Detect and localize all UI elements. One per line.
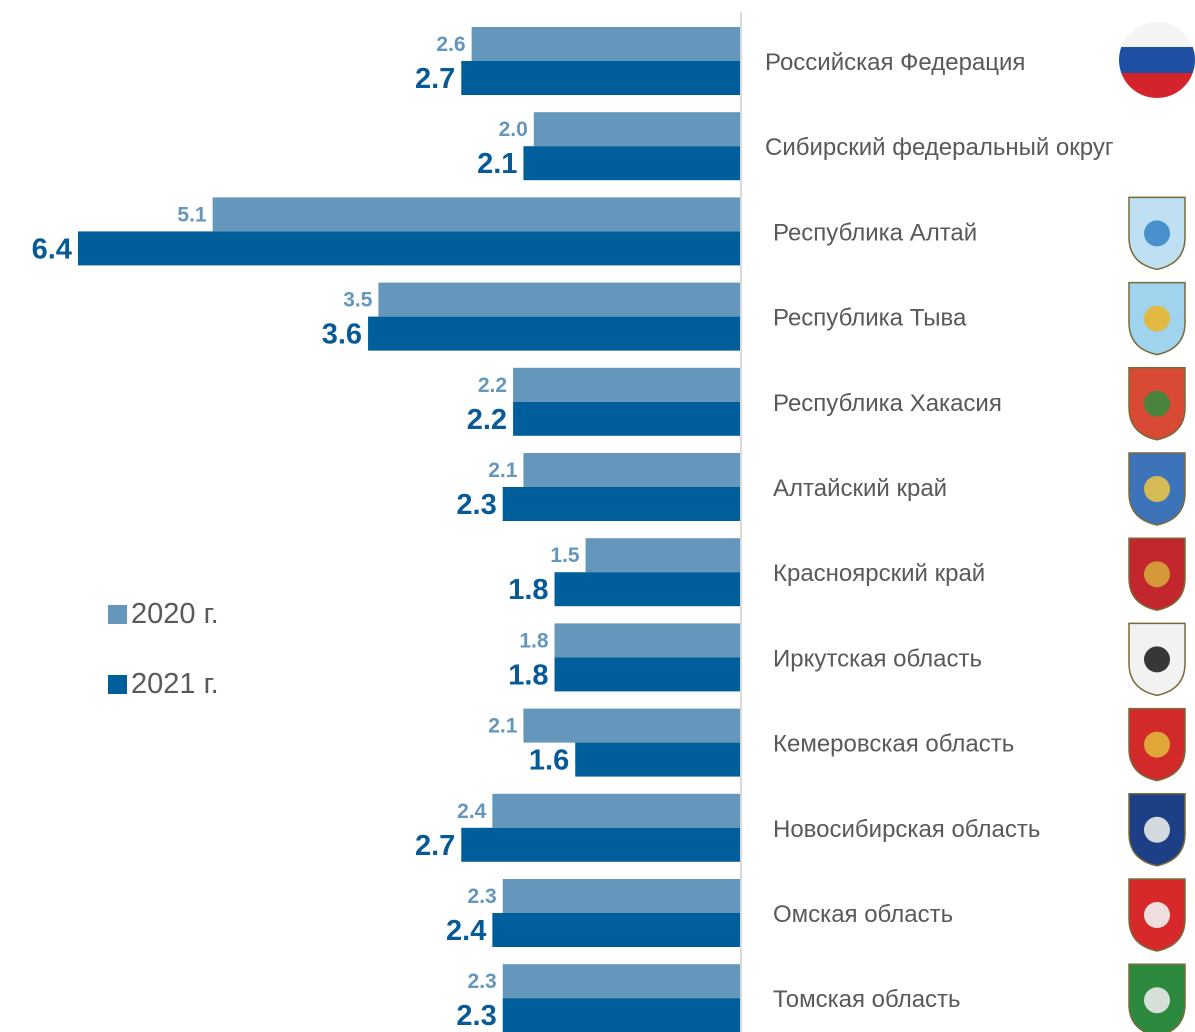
value-label-2020-8: 2.1 — [488, 715, 518, 738]
value-label-2020-4: 2.2 — [478, 374, 507, 397]
bar-2020-3 — [378, 282, 741, 317]
bar-2021-0 — [461, 61, 741, 95]
legend-item-2020: 2020 г. — [108, 596, 219, 632]
category-label-5: Алтайский край — [773, 475, 947, 502]
bar-2020-7 — [554, 623, 741, 658]
value-label-2021-10: 2.4 — [446, 915, 486, 947]
value-label-2021-7: 1.8 — [508, 659, 548, 691]
value-label-2021-0: 2.7 — [415, 63, 455, 95]
bar-2020-4 — [513, 367, 741, 402]
value-label-2020-0: 2.6 — [436, 33, 465, 56]
value-label-2020-9: 2.4 — [457, 800, 487, 823]
bar-2021-3 — [368, 316, 741, 351]
value-label-2021-2: 6.4 — [32, 233, 72, 265]
bar-2021-4 — [513, 401, 741, 436]
bar-2021-5 — [502, 487, 741, 521]
bar-2020-10 — [502, 879, 741, 913]
value-label-2020-10: 2.3 — [468, 885, 497, 908]
category-label-1: Сибирский федеральный округ — [765, 134, 1114, 161]
value-label-2020-2: 5.1 — [177, 203, 207, 226]
bar-2021-2 — [77, 231, 741, 266]
value-labels-group: 2.62.72.02.15.16.43.53.62.22.22.12.31.51… — [32, 33, 580, 1032]
category-label-10: Омская область — [773, 901, 953, 928]
bar-2021-1 — [523, 146, 741, 181]
bar-2020-11 — [502, 964, 741, 999]
category-label-4: Республика Хакасия — [773, 390, 1002, 417]
value-label-2021-9: 2.7 — [415, 830, 455, 862]
value-label-2020-11: 2.3 — [468, 970, 497, 993]
bar-2021-6 — [554, 572, 741, 607]
irkutsk-emblem-icon — [1128, 622, 1186, 697]
category-labels-group: Российская Федерация Сибирский федеральны… — [765, 49, 1114, 1013]
legend-item-2021: 2021 г. — [108, 666, 219, 702]
bar-2020-0 — [471, 27, 741, 61]
legend-label-2021: 2021 г. — [131, 667, 219, 700]
novosibirsk-emblem-icon — [1128, 793, 1186, 867]
category-label-8: Кемеровская область — [773, 731, 1014, 758]
value-label-2020-1: 2.0 — [499, 118, 528, 141]
bar-2021-11 — [502, 998, 741, 1032]
value-label-2021-8: 1.6 — [529, 745, 569, 777]
bar-2020-9 — [492, 793, 741, 828]
category-label-6: Красноярский край — [773, 560, 985, 587]
bar-2021-10 — [492, 913, 741, 947]
category-label-9: Новосибирская область — [773, 816, 1040, 843]
bar-2020-5 — [523, 453, 741, 487]
bar-2020-8 — [523, 708, 741, 743]
category-label-0: Российская Федерация — [765, 49, 1025, 76]
category-label-3: Республика Тыва — [773, 305, 967, 332]
value-label-2021-1: 2.1 — [477, 148, 517, 180]
value-label-2021-3: 3.6 — [322, 319, 362, 351]
emblems-group — [1119, 22, 1195, 1032]
tomsk-emblem-icon — [1128, 963, 1186, 1032]
tuva-emblem-icon — [1128, 281, 1186, 356]
value-label-2020-7: 1.8 — [519, 629, 549, 652]
altai-krai-emblem-icon — [1128, 452, 1186, 526]
legend: 2020 г. 2021 г. — [108, 596, 219, 736]
bar-2020-6 — [585, 538, 741, 573]
bar-2021-7 — [554, 657, 741, 692]
value-label-2020-3: 3.5 — [343, 289, 373, 312]
value-label-2020-5: 2.1 — [488, 459, 518, 482]
legend-swatch-2020 — [108, 604, 127, 624]
category-label-2: Республика Алтай — [773, 219, 977, 246]
altai-republic-emblem-icon — [1128, 196, 1186, 271]
value-label-2021-6: 1.8 — [508, 574, 548, 606]
bars-group — [77, 27, 741, 1032]
legend-label-2020: 2020 г. — [131, 597, 219, 630]
legend-swatch-2021 — [108, 674, 127, 694]
category-label-7: Иркутская область — [773, 645, 982, 672]
bar-2021-8 — [575, 742, 741, 777]
kemerovo-emblem-icon — [1128, 707, 1186, 782]
value-label-2020-6: 1.5 — [550, 544, 580, 567]
bar-2021-9 — [461, 827, 741, 862]
value-label-2021-5: 2.3 — [456, 489, 496, 521]
bar-2020-2 — [212, 197, 741, 232]
russia-flag-icon — [1119, 22, 1195, 98]
bar-2020-1 — [533, 112, 741, 147]
value-label-2021-4: 2.2 — [467, 404, 507, 436]
krasnoyarsk-emblem-icon — [1128, 537, 1186, 611]
omsk-emblem-icon — [1128, 878, 1186, 952]
khakassia-emblem-icon — [1128, 367, 1186, 441]
value-label-2021-11: 2.3 — [456, 1000, 496, 1032]
category-label-11: Томская область — [773, 986, 961, 1013]
